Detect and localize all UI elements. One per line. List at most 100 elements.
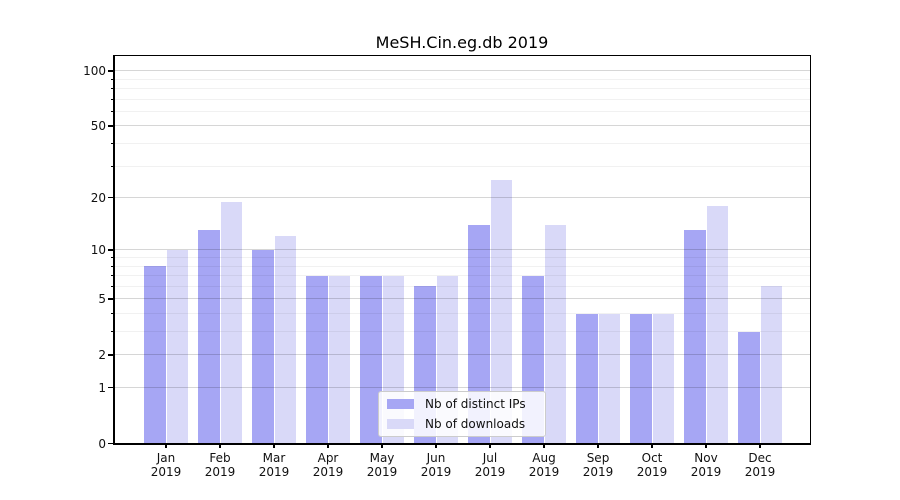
bar-downloads-oct bbox=[652, 313, 674, 444]
x-tick-label: Mar 2019 bbox=[258, 451, 290, 479]
y-major-tick bbox=[108, 196, 114, 199]
gridline-major bbox=[114, 125, 810, 127]
x-tick bbox=[597, 443, 599, 448]
x-tick bbox=[435, 443, 437, 448]
y-major-tick bbox=[108, 249, 114, 251]
gridline-minor bbox=[114, 78, 810, 80]
bar-downloads-apr bbox=[328, 275, 350, 444]
y-major-tick bbox=[108, 386, 114, 389]
bar-ips-feb bbox=[198, 230, 220, 444]
axis-spine-right bbox=[809, 55, 811, 444]
gridline-minor bbox=[114, 313, 810, 315]
legend-swatch-downloads bbox=[387, 419, 414, 429]
gridline-minor bbox=[114, 285, 810, 287]
y-major-tick bbox=[108, 442, 114, 445]
bar-downloads-feb bbox=[220, 201, 242, 444]
x-tick-label: Nov 2019 bbox=[690, 451, 722, 479]
gridline-minor bbox=[114, 257, 810, 259]
x-tick bbox=[543, 443, 545, 448]
legend: Nb of distinct IPs Nb of downloads bbox=[378, 391, 546, 437]
axis-spine-bottom bbox=[113, 443, 811, 445]
x-tick-label: Jan 2019 bbox=[150, 451, 182, 479]
y-tick-label: 50 bbox=[90, 118, 106, 133]
gridline-minor bbox=[114, 143, 810, 145]
y-major-tick bbox=[108, 298, 114, 300]
bar-downloads-jul bbox=[490, 180, 512, 444]
y-minor-tick bbox=[111, 275, 114, 277]
gridline-major bbox=[114, 197, 810, 199]
bar-ips-jan bbox=[144, 266, 166, 444]
bar-downloads-aug bbox=[544, 224, 566, 444]
y-minor-tick bbox=[111, 265, 114, 267]
y-minor-tick bbox=[111, 257, 114, 259]
axis-spine-left bbox=[113, 55, 115, 444]
x-tick-label: Oct 2019 bbox=[636, 451, 668, 479]
gridline-major bbox=[114, 387, 810, 389]
bar-ips-may bbox=[360, 275, 382, 444]
gridline-minor bbox=[114, 165, 810, 167]
y-tick-label: 2 bbox=[98, 347, 106, 362]
y-minor-tick bbox=[111, 143, 114, 145]
y-major-tick bbox=[108, 70, 114, 72]
y-minor-tick bbox=[111, 88, 114, 90]
bar-ips-dec bbox=[738, 331, 760, 444]
gridline-minor bbox=[114, 275, 810, 277]
legend-label-downloads: Nb of downloads bbox=[425, 417, 526, 431]
y-tick-label: 1 bbox=[98, 380, 106, 395]
x-tick-label: Apr 2019 bbox=[312, 451, 344, 479]
gridline-minor bbox=[114, 331, 810, 333]
bar-downloads-dec bbox=[760, 286, 782, 444]
x-tick bbox=[381, 443, 383, 448]
y-minor-tick bbox=[111, 165, 114, 167]
x-tick-label: Sep 2019 bbox=[582, 451, 614, 479]
x-tick bbox=[759, 443, 761, 448]
y-major-tick bbox=[108, 354, 114, 356]
y-minor-tick bbox=[111, 111, 114, 113]
y-minor-tick bbox=[111, 98, 114, 100]
y-major-tick bbox=[108, 125, 114, 127]
bar-ips-oct bbox=[630, 313, 652, 444]
gridline-minor bbox=[114, 111, 810, 113]
gridline-minor bbox=[114, 88, 810, 90]
bar-downloads-jan bbox=[166, 249, 188, 444]
legend-swatch-distinct-ips bbox=[387, 399, 414, 409]
x-tick bbox=[489, 443, 491, 448]
legend-label-distinct-ips: Nb of distinct IPs bbox=[425, 397, 526, 411]
y-minor-tick bbox=[111, 331, 114, 333]
bar-downloads-sep bbox=[598, 313, 620, 444]
bar-downloads-nov bbox=[706, 205, 728, 444]
y-tick-label: 100 bbox=[83, 63, 106, 78]
gridline-major bbox=[114, 249, 810, 251]
bar-ips-jul bbox=[468, 224, 490, 444]
x-tick bbox=[705, 443, 707, 448]
x-tick-label: Feb 2019 bbox=[204, 451, 236, 479]
bar-downloads-mar bbox=[274, 236, 296, 444]
x-tick-label: Aug 2019 bbox=[528, 451, 560, 479]
gridline-minor bbox=[114, 98, 810, 100]
legend-item-distinct-ips: Nb of distinct IPs bbox=[379, 394, 545, 414]
y-minor-tick bbox=[111, 313, 114, 315]
bar-ips-nov bbox=[684, 230, 706, 444]
gridline-major bbox=[114, 298, 810, 300]
y-minor-tick bbox=[111, 285, 114, 287]
chart-title: MeSH.Cin.eg.db 2019 bbox=[375, 33, 549, 52]
y-tick-label: 5 bbox=[98, 291, 106, 306]
x-tick-label: Jul 2019 bbox=[474, 451, 506, 479]
x-tick bbox=[165, 443, 167, 448]
axis-spine-top bbox=[113, 54, 811, 56]
bar-ips-apr bbox=[306, 275, 328, 444]
x-tick bbox=[651, 443, 653, 448]
y-tick-label: 20 bbox=[90, 190, 106, 205]
x-tick-label: Jun 2019 bbox=[420, 451, 452, 479]
y-minor-tick bbox=[111, 78, 114, 80]
legend-item-downloads: Nb of downloads bbox=[379, 414, 545, 434]
gridline-major bbox=[114, 354, 810, 356]
x-tick-label: May 2019 bbox=[366, 451, 398, 479]
x-tick bbox=[327, 443, 329, 448]
y-tick-label: 10 bbox=[90, 242, 106, 257]
x-tick bbox=[273, 443, 275, 448]
x-tick-label: Dec 2019 bbox=[744, 451, 776, 479]
gridline-major bbox=[114, 70, 810, 72]
y-tick-label: 0 bbox=[98, 436, 106, 451]
